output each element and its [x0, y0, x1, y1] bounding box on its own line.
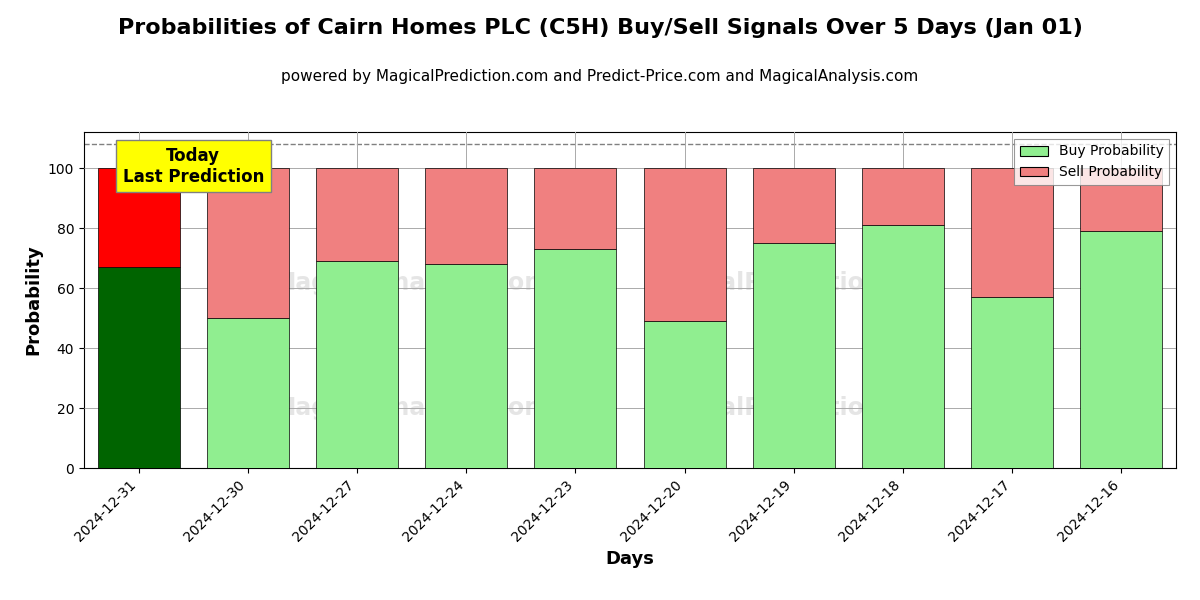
Bar [206, 168, 289, 318]
Bar [97, 267, 180, 468]
Bar [425, 168, 508, 264]
X-axis label: Days: Days [606, 550, 654, 568]
Bar [316, 261, 398, 468]
Text: MagicalPrediction.com: MagicalPrediction.com [642, 271, 946, 295]
Text: Today
Last Prediction: Today Last Prediction [122, 147, 264, 186]
Bar [971, 297, 1054, 468]
Bar [534, 168, 617, 249]
Text: Probabilities of Cairn Homes PLC (C5H) Buy/Sell Signals Over 5 Days (Jan 01): Probabilities of Cairn Homes PLC (C5H) B… [118, 18, 1082, 38]
Bar [97, 168, 180, 267]
Text: MagicalAnalysis.com: MagicalAnalysis.com [274, 395, 550, 419]
Bar [316, 168, 398, 261]
Bar [1080, 231, 1163, 468]
Text: powered by MagicalPrediction.com and Predict-Price.com and MagicalAnalysis.com: powered by MagicalPrediction.com and Pre… [281, 69, 919, 84]
Bar [643, 321, 726, 468]
Bar [862, 225, 944, 468]
Bar [1080, 168, 1163, 231]
Bar [206, 318, 289, 468]
Legend: Buy Probability, Sell Probability: Buy Probability, Sell Probability [1014, 139, 1169, 185]
Text: MagicalPrediction.com: MagicalPrediction.com [642, 395, 946, 419]
Bar [534, 249, 617, 468]
Bar [425, 264, 508, 468]
Bar [752, 168, 835, 243]
Bar [971, 168, 1054, 297]
Bar [643, 168, 726, 321]
Text: MagicalAnalysis.com: MagicalAnalysis.com [274, 271, 550, 295]
Bar [862, 168, 944, 225]
Bar [752, 243, 835, 468]
Y-axis label: Probability: Probability [24, 245, 42, 355]
